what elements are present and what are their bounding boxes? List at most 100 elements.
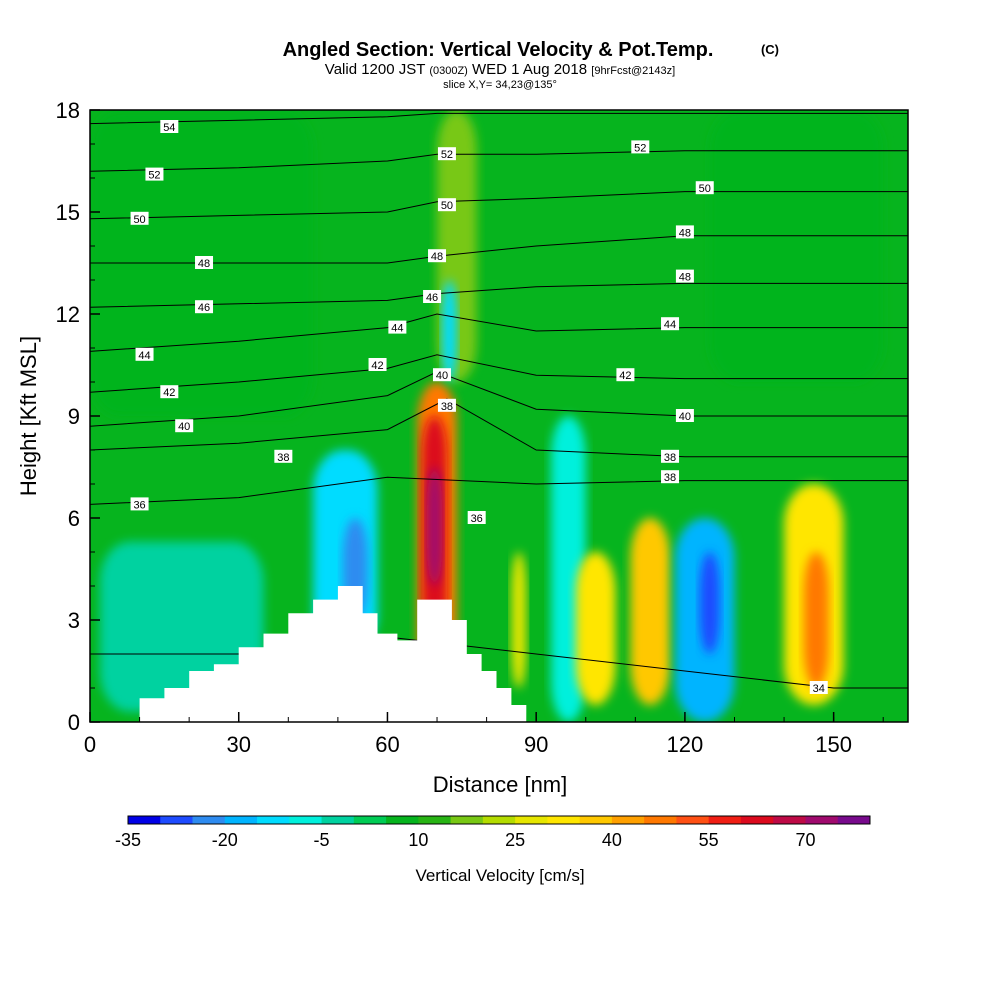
contour-label-box	[675, 409, 694, 422]
contour-label-box	[809, 681, 828, 694]
y-tick-label: 9	[68, 404, 80, 429]
y-tick-label: 12	[56, 302, 80, 327]
valid-utc: (0300Z)	[429, 65, 468, 77]
velocity-cell	[699, 552, 720, 654]
theta-contour	[90, 313, 908, 352]
slice-info: slice X,Y= 34,23@135°	[443, 79, 557, 91]
y-axis-label: Height [Kft MSL]	[16, 336, 41, 496]
contour-label: 40	[436, 370, 448, 382]
contour-label: 40	[178, 421, 190, 433]
velocity-cell	[511, 552, 527, 688]
contour-label-box	[631, 140, 650, 154]
contour-label: 52	[148, 170, 160, 182]
contour-label: 34	[813, 683, 825, 695]
y-tick-label: 18	[56, 98, 80, 123]
x-tick-label: 150	[815, 732, 852, 757]
colorbar-swatch	[611, 816, 645, 824]
contour-label: 44	[391, 323, 403, 335]
valid-time: Valid 1200 JST (0300Z) WED 1 Aug 2018 [9…	[325, 61, 675, 78]
colorbar-swatch	[482, 816, 516, 824]
theta-contour	[90, 112, 908, 125]
contour-label-box	[160, 385, 179, 399]
colorbar-swatch	[515, 816, 548, 824]
contour-label-box	[135, 347, 154, 361]
colorbar-swatch	[450, 816, 484, 824]
contour-label: 46	[198, 302, 210, 314]
x-tick-label: 60	[375, 732, 399, 757]
contour-label-box	[661, 449, 680, 463]
contour-label: 38	[664, 472, 676, 484]
y-tick-label: 3	[68, 608, 80, 633]
terrain	[139, 586, 527, 722]
colorbar-tick-label: -35	[115, 830, 141, 850]
contour-label: 48	[679, 272, 691, 284]
contour-label-box	[661, 470, 680, 484]
velocity-cell	[709, 110, 884, 382]
colorbar-tick-label: 25	[505, 830, 525, 850]
contour-label: 36	[133, 499, 145, 511]
contour-label: 52	[441, 149, 453, 161]
colorbar-swatch	[192, 816, 226, 824]
colorbar-tick-label: -20	[212, 830, 238, 850]
contour-label-box	[661, 317, 680, 331]
colorbar-swatch	[353, 816, 387, 824]
contour-label-box	[160, 120, 179, 133]
contour-label-box	[675, 269, 694, 283]
contour-label-box	[616, 368, 635, 382]
colorbar-swatch	[805, 816, 839, 824]
colorbar-swatch	[837, 816, 871, 824]
contour-label-box	[437, 398, 456, 412]
contour-label-box	[432, 368, 451, 382]
colorbar-label: Vertical Velocity [cm/s]	[415, 866, 584, 885]
colorbar-tick-label: 40	[602, 830, 622, 850]
contour-label: 46	[426, 292, 438, 304]
contour-label-box	[130, 211, 149, 225]
theta-contour	[90, 354, 908, 393]
y-tick-label: 0	[68, 710, 80, 735]
contour-label-box	[423, 290, 442, 303]
x-tick-label: 120	[667, 732, 704, 757]
contour-label-box	[274, 449, 293, 463]
theta-contour	[90, 191, 908, 220]
x-tick-label: 30	[226, 732, 250, 757]
contour-label-box	[130, 497, 149, 511]
contour-label: 48	[431, 251, 443, 263]
velocity-cell	[441, 280, 457, 382]
contour-label: 44	[138, 350, 150, 362]
colorbar-swatch	[128, 816, 161, 824]
contour-label-box	[145, 167, 164, 181]
contour-label-box	[368, 358, 387, 371]
colorbar-swatch	[289, 816, 323, 824]
colorbar-swatch	[773, 816, 806, 824]
contour-label: 42	[371, 360, 383, 372]
colorbar-tick-label: 70	[795, 830, 815, 850]
contour-label-box	[388, 320, 407, 334]
valid-date: WED 1 Aug 2018	[472, 61, 587, 78]
contour-label: 50	[133, 214, 145, 226]
forecast-info: [9hrFcst@2143z]	[591, 65, 675, 77]
colorbar-swatch	[386, 816, 419, 824]
colorbar-swatch	[418, 816, 452, 824]
contour-label-box	[195, 300, 214, 314]
chart-title-suffix: (C)	[761, 42, 779, 57]
colorbar-swatch	[224, 816, 258, 824]
y-tick-label: 6	[68, 506, 80, 531]
plot-area: 54 52 50 48 46 44 42 40 38 36 44 42 52 50 48 46 40 38 36 52…	[90, 110, 908, 722]
x-tick-label: 90	[524, 732, 548, 757]
contour-label: 50	[699, 183, 711, 195]
contour-label: 44	[664, 319, 676, 331]
colorbar-swatch	[321, 816, 355, 824]
theta-contour	[90, 476, 908, 505]
colorbar-swatch	[579, 816, 613, 824]
contour-label-box	[467, 511, 486, 524]
colorbar-tick-label: 55	[699, 830, 719, 850]
colorbar-swatch	[257, 816, 290, 824]
terrain-profile	[139, 586, 527, 722]
colorbar-tick-label: -5	[314, 830, 330, 850]
x-axis-label: Distance [nm]	[433, 772, 568, 797]
theta-contour	[90, 150, 908, 172]
contour-label: 36	[471, 513, 483, 525]
chart-title: Angled Section: Vertical Velocity & Pot.…	[283, 39, 714, 61]
contour-label-box	[695, 181, 714, 195]
contour-label: 38	[664, 452, 676, 464]
